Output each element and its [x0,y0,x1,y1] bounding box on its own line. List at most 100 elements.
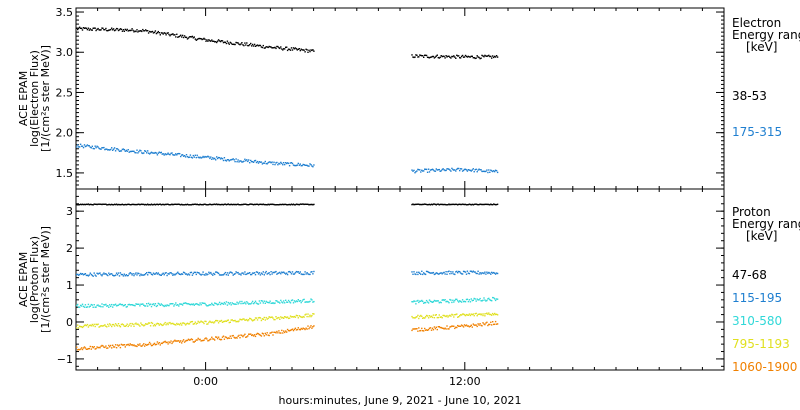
electron-data-point [256,44,259,46]
proton-data-point [415,316,417,318]
proton-data-point [167,323,169,326]
electron-data-point [472,168,474,170]
proton-data-point [463,300,466,303]
proton-data-point [209,338,211,341]
proton-data-point [170,272,172,274]
proton-data-point [457,316,459,318]
proton-data-point [274,302,276,304]
proton-data-point [311,299,313,301]
proton-data-point [143,274,145,276]
proton-data-point [424,203,426,205]
proton-data-point [117,304,120,306]
proton-data-point [433,273,436,276]
proton-data-point [128,303,130,306]
proton-data-point [426,301,429,303]
proton-data-point [168,304,170,307]
proton-data-point [252,204,255,206]
proton-data-point [169,272,171,274]
electron-data-point [477,56,479,58]
proton-data-point [451,301,453,304]
electron-data-point [194,38,196,40]
proton-data-point [171,303,173,305]
proton-data-point [245,319,247,321]
proton-data-point [472,323,474,325]
proton-data-point [478,324,480,326]
proton-data-point [175,340,177,342]
proton-data-point [241,203,243,206]
proton-data-point [196,203,198,205]
electron-data-point [120,28,123,30]
proton-data-point [133,203,135,206]
proton-data-point [88,324,90,327]
proton-data-point [461,273,464,275]
electron-y-tick-label: 3.5 [56,6,74,19]
proton-data-point [294,316,297,318]
proton-data-point [264,203,266,206]
proton-data-point [127,203,129,205]
proton-data-point [484,323,486,326]
electron-data-point [495,170,498,172]
proton-data-point [421,299,423,302]
proton-data-point [300,203,302,205]
electron-data-point [187,37,190,39]
proton-data-point [194,321,196,323]
proton-data-point [488,297,490,300]
proton-data-point [177,271,179,273]
electron-data-point [294,164,297,167]
proton-data-point [208,321,210,324]
electron-data-point [466,170,469,172]
electron-data-point [219,40,222,43]
electron-data-point [279,163,281,165]
electron-data-point [197,38,199,40]
electron-data-point [218,157,221,159]
proton-data-point [234,273,236,275]
proton-data-point [121,273,124,276]
electron-data-point [435,168,437,170]
proton-data-point [78,306,81,308]
proton-data-point [116,344,119,346]
proton-data-point [89,305,91,307]
proton-data-point [77,349,79,351]
proton-data-point [150,273,153,275]
proton-data-point [89,203,91,206]
proton-data-point [472,299,474,301]
proton-data-point [460,301,463,303]
proton-data-point [181,204,184,206]
proton-data-point [299,271,301,273]
electron-data-point [187,156,190,159]
proton-data-point [217,303,220,305]
electron-data-point [139,30,141,32]
proton-data-point [207,323,209,325]
proton-data-point [107,305,109,307]
proton-data-point [114,303,117,305]
proton-data-point [451,325,453,327]
proton-data-point [278,301,280,303]
proton-data-point [459,315,461,317]
proton-data-point [478,313,480,315]
proton-data-point [255,271,258,273]
proton-data-point [257,317,260,319]
electron-data-point [414,172,416,174]
proton-data-point [298,272,300,274]
proton-legend-entry: 795-1193 [732,337,790,351]
proton-data-point [161,342,163,345]
electron-data-point [83,144,86,146]
electron-data-point [142,28,144,31]
proton-data-point [299,300,301,302]
proton-data-point [301,300,303,302]
proton-data-point [424,301,427,304]
electron-data-point [491,170,493,172]
proton-data-point [108,344,110,347]
proton-data-point [491,314,493,316]
proton-data-point [425,314,428,317]
proton-data-point [304,271,306,273]
electron-data-point [111,27,113,29]
electron-data-point [184,36,187,38]
proton-data-point [114,344,117,346]
proton-data-point [478,299,480,301]
proton-data-point [429,300,432,302]
proton-data-point [181,304,184,306]
electron-data-point [176,33,178,35]
proton-data-point [475,312,477,315]
